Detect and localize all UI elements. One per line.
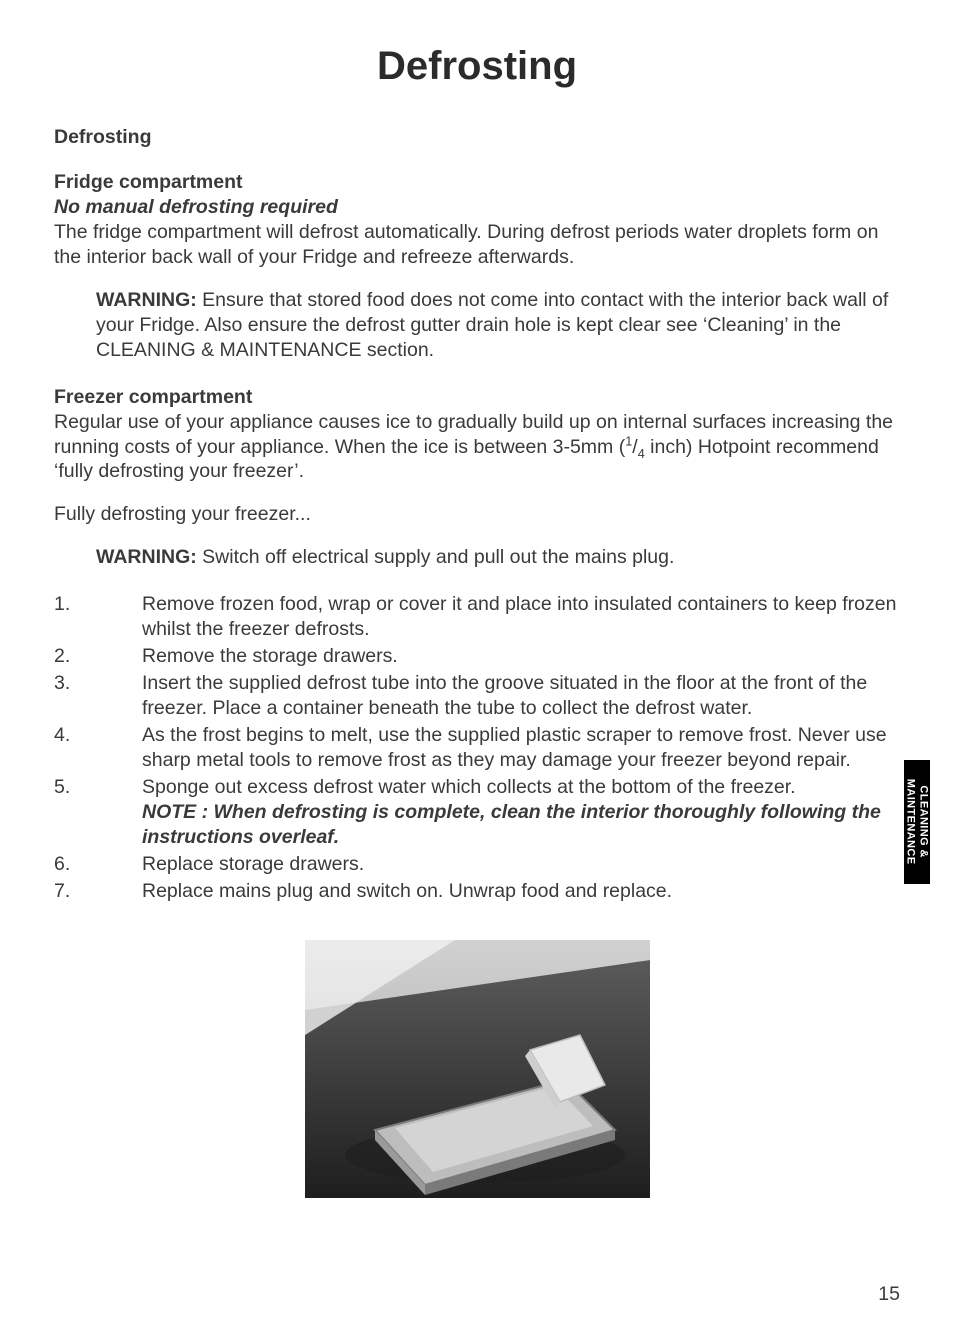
defrosting-heading: Defrosting xyxy=(54,125,900,150)
list-item: 2. Remove the storage drawers. xyxy=(54,644,900,671)
step-num: 1. xyxy=(54,592,142,644)
fridge-heading: Fridge compartment xyxy=(54,170,900,195)
warning-label: WARNING: xyxy=(96,289,197,311)
step-num: 4. xyxy=(54,723,142,775)
fridge-warning: WARNING: Ensure that stored food does no… xyxy=(54,288,900,363)
warning-label: WARNING: xyxy=(96,546,197,568)
step-text: Remove frozen food, wrap or cover it and… xyxy=(142,592,900,644)
side-tab-line2: MAINTENANCE xyxy=(905,779,917,865)
step-num: 2. xyxy=(54,644,142,671)
steps-list: 1. Remove frozen food, wrap or cover it … xyxy=(54,592,900,905)
freezer-body: Regular use of your appliance causes ice… xyxy=(54,410,900,485)
page-number: 15 xyxy=(878,1283,900,1306)
step-text: As the frost begins to melt, use the sup… xyxy=(142,723,900,775)
freezer-heading: Freezer compartment xyxy=(54,385,900,410)
side-tab-label: CLEANING & MAINTENANCE xyxy=(904,779,929,865)
page: Defrosting Defrosting Fridge compartment… xyxy=(0,0,954,1336)
step-num: 7. xyxy=(54,879,142,906)
step-text: Sponge out excess defrost water which co… xyxy=(142,775,900,852)
frac-den: 4 xyxy=(638,446,645,460)
list-item: 3. Insert the supplied defrost tube into… xyxy=(54,671,900,723)
freezer-photo xyxy=(305,940,650,1198)
side-tab: CLEANING & MAINTENANCE xyxy=(904,760,930,884)
step-text-main: Sponge out excess defrost water which co… xyxy=(142,776,796,798)
step-text: Insert the supplied defrost tube into th… xyxy=(142,671,900,723)
step-num: 6. xyxy=(54,852,142,879)
list-item: 1. Remove frozen food, wrap or cover it … xyxy=(54,592,900,644)
step-note: NOTE : When defrosting is complete, clea… xyxy=(142,801,881,848)
freezer-warning-body: Switch off electrical supply and pull ou… xyxy=(197,546,675,568)
list-item: 7. Replace mains plug and switch on. Unw… xyxy=(54,879,900,906)
fridge-subheading: No manual defrosting required xyxy=(54,195,900,220)
freezer-fully: Fully defrosting your freezer... xyxy=(54,502,900,527)
list-item: 5. Sponge out excess defrost water which… xyxy=(54,775,900,852)
page-title: Defrosting xyxy=(54,44,900,89)
step-text: Replace storage drawers. xyxy=(142,852,900,879)
step-num: 5. xyxy=(54,775,142,852)
fridge-warning-body: Ensure that stored food does not come in… xyxy=(96,289,888,361)
list-item: 6. Replace storage drawers. xyxy=(54,852,900,879)
step-text: Replace mains plug and switch on. Unwrap… xyxy=(142,879,900,906)
step-num: 3. xyxy=(54,671,142,723)
freezer-warning: WARNING: Switch off electrical supply an… xyxy=(54,545,900,570)
step-text: Remove the storage drawers. xyxy=(142,644,900,671)
side-tab-line1: CLEANING & xyxy=(918,786,930,858)
fridge-body: The fridge compartment will defrost auto… xyxy=(54,220,900,270)
list-item: 4. As the frost begins to melt, use the … xyxy=(54,723,900,775)
body-content: Defrosting Fridge compartment No manual … xyxy=(54,125,900,1198)
